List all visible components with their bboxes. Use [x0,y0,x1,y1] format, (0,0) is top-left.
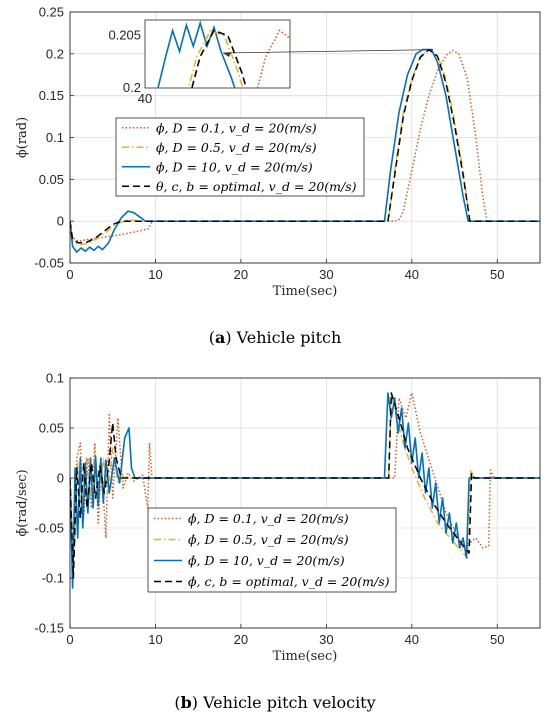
inset-x-tick: 40 [138,91,152,106]
legend-entry-3: ϕ, D = 10, v_d = 20(m/s) [156,159,313,174]
x-axis-label: Time(sec) [273,649,338,664]
legend: ϕ, D = 0.1, v_d = 20(m/s) ϕ, D = 0.5, v_d… [115,117,365,197]
inset-pointer-line [222,49,434,54]
x-tick-label: 0 [66,632,73,647]
legend-entry-1: ϕ̇, D = 0.1, v_d = 20(m/s) [188,511,349,526]
legend-entry-3: ϕ̇, D = 10, v_d = 20(m/s) [188,553,345,568]
x-tick-label: 50 [490,267,504,282]
y-axis-label: ϕ(rad) [15,117,30,158]
legend-entry-4: θ, c, b = optimal, v_d = 20(m/s) [156,179,357,194]
inset-line-1 [157,20,236,88]
series-group [70,392,540,589]
inset-y-tick-bottom: 0.2 [123,80,141,95]
y-tick-label: 0.05 [39,421,64,436]
x-tick-label: 20 [234,267,248,282]
inset-line-3 [191,29,248,88]
legend-box [115,117,365,197]
x-tick-label: 40 [405,632,419,647]
legend: ϕ̇, D = 0.1, v_d = 20(m/s) ϕ̇, D = 0.5, v… [147,507,397,593]
y-tick-label: 0.1 [46,371,64,386]
x-tick-label: 0 [66,267,73,282]
figure-caption: (a) Vehicle pitch [209,328,342,347]
series-group [70,48,540,253]
axes-box [69,377,541,629]
caption-text: ) Vehicle pitch velocity [192,693,376,712]
y-tick-label: -0.05 [34,256,64,271]
x-tick-label: 30 [319,632,333,647]
inset-line-2 [187,29,244,88]
y-tick-label: 0 [57,214,64,229]
legend-entry-4: ϕ̇, c, b = optimal, v_d = 20(m/s) [188,574,390,589]
inset-zoom: 0.205 0.240 [108,19,434,106]
inset-y-tick-top: 0.205 [108,28,141,43]
caption-prefix: ( [209,328,215,347]
y-tick-label: 0 [57,471,64,486]
caption-text: ) Vehicle pitch [225,328,341,347]
x-tick-label: 50 [490,632,504,647]
inset-pointer-arrowhead [223,52,231,57]
x-axis-label: Time(sec) [273,284,338,299]
legend-entry-2: ϕ, D = 0.5, v_d = 20(m/s) [156,140,317,155]
y-tick-label: 0.15 [39,88,64,103]
y-tick-label: 0.1 [46,130,64,145]
series-line-4 [70,392,540,579]
y-tick-label: 0.2 [46,46,64,61]
y-tick-label: -0.1 [42,571,64,586]
inset-series [157,20,290,88]
legend-box [147,507,397,593]
x-tick-label: 10 [148,632,162,647]
caption-prefix: ( [174,693,180,712]
x-tick-label: 20 [234,632,248,647]
y-tick-label: -0.05 [34,521,64,536]
legend-entry-1: ϕ, D = 0.1, v_d = 20(m/s) [156,120,317,135]
caption-letter: b [181,693,192,712]
x-tick-label: 40 [405,267,419,282]
inset-box [144,19,291,89]
x-tick-label: 10 [148,267,162,282]
legend-entry-2: ϕ̇, D = 0.5, v_d = 20(m/s) [188,532,349,547]
x-tick-label: 30 [319,267,333,282]
chart-vehicle-pitch-velocity: 0 10 20 30 40 50 -0.15 -0.1 -0.05 0 0.05 0.1 Time(se… [15,371,541,712]
chart-vehicle-pitch: 0 10 20 30 40 50-0.0500.050.10.150.20.25Time(… [15,5,541,347]
series-line-3 [70,48,540,253]
y-axis-label: ϕ̇(rad/sec) [15,469,30,536]
y-tick-label: 0.05 [39,172,64,187]
series-line-3 [70,392,540,589]
figure-caption: (b) Vehicle pitch velocity [174,693,375,712]
y-tick-label: -0.15 [34,621,64,636]
y-tick-label: 0.25 [39,5,64,20]
caption-letter: a [215,328,225,347]
series-line-4 [70,48,540,244]
